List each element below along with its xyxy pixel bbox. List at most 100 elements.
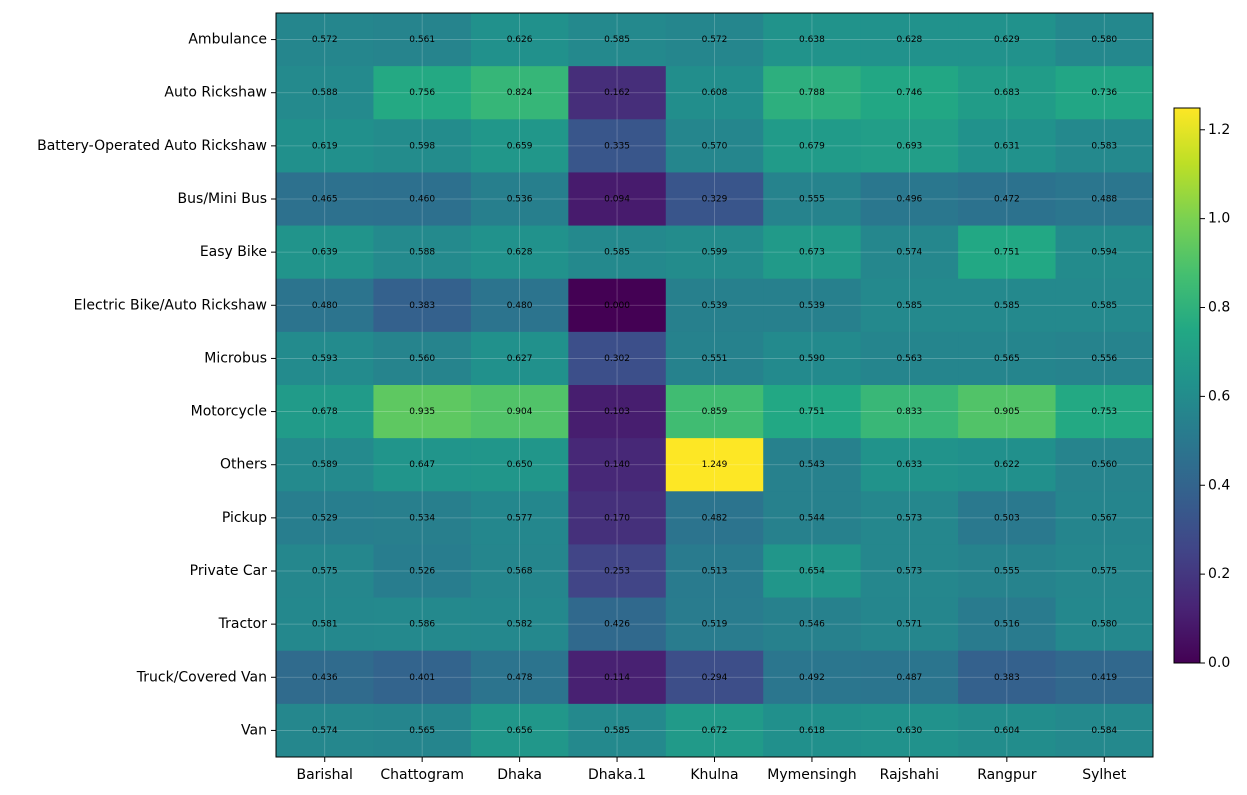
heatmap-cell: [276, 703, 374, 758]
heatmap-cell: [860, 597, 959, 652]
cell-label: 0.253: [604, 567, 630, 577]
heatmap-cell: [665, 544, 764, 599]
cell-label: 0.426: [604, 620, 630, 630]
y-tick-label: Microbus: [204, 350, 267, 366]
heatmap-cell: [373, 225, 472, 280]
heatmap-cell: [276, 119, 374, 173]
heatmap-cell: [763, 491, 862, 545]
cell-label: 0.568: [507, 567, 533, 577]
cell-label: 0.465: [312, 195, 338, 205]
cell-label: 0.539: [799, 301, 825, 311]
heatmap-cell: [1055, 66, 1154, 120]
cell-label: 0.574: [312, 726, 338, 736]
heatmap-cell: [665, 438, 764, 492]
cell-label: 0.539: [702, 301, 728, 311]
heatmap-cell: [763, 13, 862, 67]
cell-label: 0.478: [507, 673, 533, 683]
heatmap-cell: [665, 13, 764, 67]
cell-label: 0.683: [994, 88, 1020, 98]
heatmap-cell: [568, 438, 667, 492]
heatmap-cell: [568, 172, 667, 227]
heatmap-cell: [373, 385, 472, 439]
cell-label: 0.577: [507, 513, 533, 523]
heatmap-cell: [568, 385, 667, 439]
cell-label: 0.659: [507, 141, 533, 151]
heatmap-cell: [470, 225, 569, 280]
cell-label: 0.633: [897, 460, 923, 470]
cell-label: 0.543: [799, 460, 825, 470]
heatmap-cell: [958, 172, 1057, 227]
cell-label: 0.593: [312, 354, 338, 364]
heatmap-cell: [958, 385, 1057, 439]
cell-label: 0.526: [409, 567, 435, 577]
heatmap-cell: [665, 703, 764, 758]
heatmap-cell: [276, 597, 374, 652]
heatmap-cell: [763, 331, 862, 386]
heatmap-cell: [373, 703, 472, 758]
cell-label: 0.383: [409, 301, 435, 311]
heatmap-cell: [373, 544, 472, 599]
x-tick-label: Barishal: [296, 767, 352, 783]
y-tick-label: Van: [241, 722, 267, 738]
heatmap-cell: [763, 172, 862, 227]
heatmap-cell: [665, 650, 764, 705]
heatmap-cell: [860, 385, 959, 439]
x-tick-label: Chattogram: [380, 767, 464, 783]
heatmap-cell: [373, 172, 472, 227]
y-tick-label: Others: [220, 457, 267, 473]
heatmap-cell: [373, 119, 472, 173]
heatmap-cell: [665, 385, 764, 439]
heatmap-cell: [1055, 703, 1154, 758]
cell-label: 0.573: [897, 567, 923, 577]
colorbar-tick-label: 0.2: [1208, 566, 1230, 582]
heatmap-cell: [860, 650, 959, 705]
heatmap-cell: [665, 119, 764, 173]
cell-label: 0.335: [604, 141, 630, 151]
heatmap-cell: [373, 66, 472, 120]
cell-label: 0.619: [312, 141, 338, 151]
heatmap-cell: [665, 172, 764, 227]
heatmap-cell: [665, 597, 764, 652]
heatmap-cell: [470, 13, 569, 67]
cell-label: 0.496: [897, 195, 923, 205]
cell-label: 0.585: [604, 726, 630, 736]
heatmap-cell: [470, 438, 569, 492]
heatmap-cell: [276, 13, 374, 67]
heatmap-cell: [763, 544, 862, 599]
cell-label: 0.565: [409, 726, 435, 736]
heatmap-cell: [1055, 225, 1154, 280]
cell-label: 0.788: [799, 88, 825, 98]
heatmap-cell: [860, 703, 959, 758]
cell-label: 0.519: [702, 620, 728, 630]
heatmap-cell: [860, 225, 959, 280]
heatmap-cell: [958, 278, 1057, 333]
y-tick-label: Motorcycle: [191, 404, 267, 420]
cell-label: 0.544: [799, 513, 825, 523]
cell-label: 0.480: [312, 301, 338, 311]
cell-label: 0.604: [994, 726, 1020, 736]
heatmap-cell: [763, 225, 862, 280]
cell-label: 0.302: [604, 354, 630, 364]
heatmap-cell: [860, 438, 959, 492]
heatmap-cell: [568, 597, 667, 652]
cell-label: 0.585: [897, 301, 923, 311]
heatmap-cell: [763, 278, 862, 333]
x-tick-label: Khulna: [690, 767, 738, 783]
heatmap-cell: [276, 650, 374, 705]
cell-label: 0.594: [1091, 248, 1117, 258]
cell-label: 0.571: [897, 620, 923, 630]
x-tick-label: Dhaka.1: [588, 767, 646, 783]
cell-label: 0.824: [507, 88, 533, 98]
cell-label: 0.572: [312, 35, 338, 45]
cell-label: 0.679: [799, 141, 825, 151]
heatmap-cell: [1055, 544, 1154, 599]
heatmap-cell: [568, 278, 667, 333]
heatmap-cell: [276, 331, 374, 386]
y-tick-label: Electric Bike/Auto Rickshaw: [74, 297, 267, 313]
cell-label: 0.140: [604, 460, 630, 470]
heatmap-cell: [568, 13, 667, 67]
cell-label: 0.859: [702, 407, 728, 417]
cell-label: 0.583: [1091, 141, 1117, 151]
cell-label: 0.560: [409, 354, 435, 364]
cell-label: 0.383: [994, 673, 1020, 683]
